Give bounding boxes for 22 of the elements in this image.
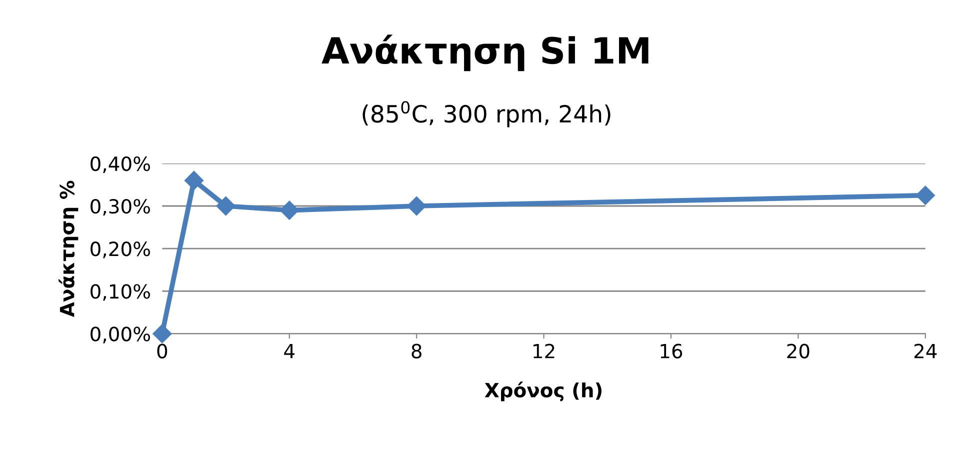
point [916,186,935,205]
point [152,324,172,344]
x-tick-label: 12 [534,344,554,358]
x-tick-label: 0 [157,344,168,358]
x-axis-title: Χρόνος (h) [484,382,602,402]
chart-subtitle: (85$^{0}$C, 300 rpm, 24h) [362,101,610,128]
y-tick-label: 0,00% [90,326,150,344]
point [184,170,204,190]
x-tick-label: 20 [787,344,810,358]
y-tick-label: 0,40% [90,156,150,174]
x-tick-label: 16 [660,344,682,358]
point [280,200,299,220]
y-tick-label: 0,20% [90,242,150,258]
x-tick-label: 8 [412,344,422,358]
y-axis-title: Ανάκτηση % [58,180,78,317]
chart-title: Ανάκτηση Si 1M [322,34,648,72]
x-tick-label: 4 [284,344,294,358]
x-tick-label: 24 [914,344,937,358]
y-tick-label: 0,10% [90,284,150,301]
point [407,196,426,216]
y-tick-label: 0,30% [90,198,150,216]
point [216,196,236,216]
